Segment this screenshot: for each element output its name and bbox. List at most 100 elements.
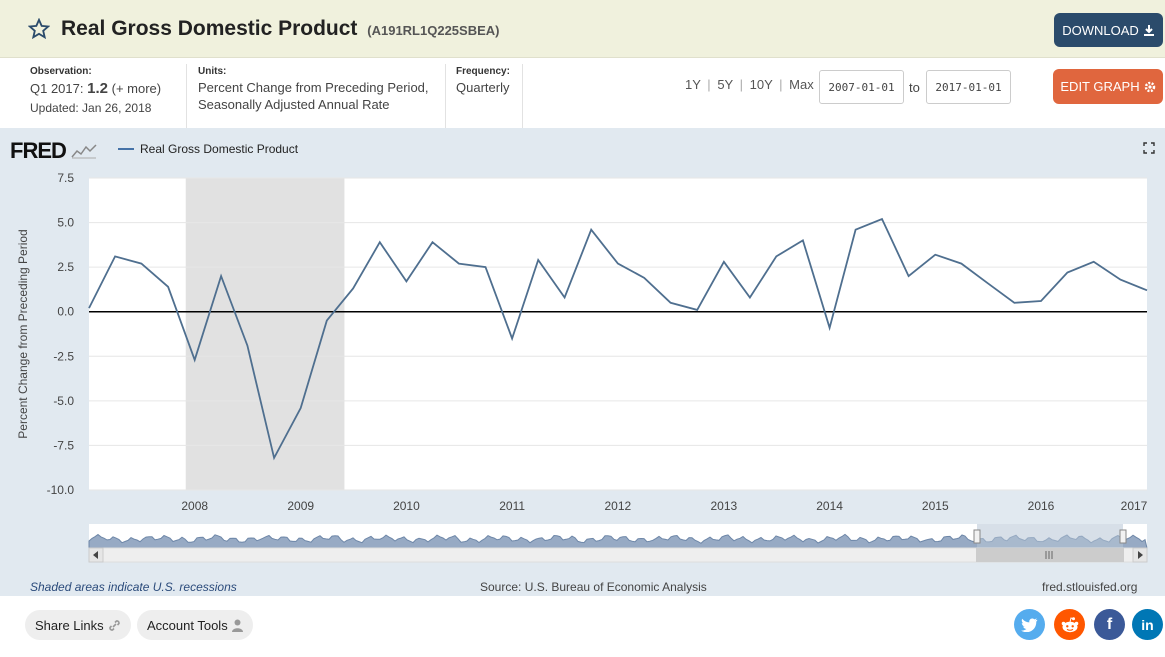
x-tick-label: 2014 [816, 499, 843, 513]
units-line-1: Percent Change from Preceding Period, [198, 80, 429, 95]
data-point [351, 287, 355, 291]
y-tick-label: -2.5 [53, 349, 74, 363]
linkedin-button[interactable]: in [1132, 609, 1163, 640]
end-date-input[interactable]: 2017-01-01 [926, 70, 1011, 104]
data-point [959, 262, 963, 266]
units-label: Units: [198, 66, 227, 77]
recession-shading [185, 178, 345, 490]
start-date-input[interactable]: 2007-01-01 [819, 70, 904, 104]
data-point [589, 228, 593, 232]
site-link[interactable]: fred.stlouisfed.org [1042, 580, 1138, 594]
series-id: (A191RL1Q225SBEA) [367, 23, 500, 38]
y-tick-label: 0.0 [57, 305, 74, 319]
download-icon [1143, 25, 1154, 36]
data-point [563, 295, 567, 299]
x-tick-label: 2008 [181, 499, 208, 513]
to-label: to [909, 80, 920, 95]
units-line-2: Seasonally Adjusted Annual Rate [198, 97, 390, 112]
y-tick-label: 5.0 [57, 216, 74, 230]
x-tick-label: 2013 [711, 499, 738, 513]
data-point [695, 308, 699, 312]
data-point [139, 262, 143, 266]
data-point [1092, 260, 1096, 264]
range-max-button[interactable]: Max [789, 77, 814, 92]
data-point [299, 406, 303, 410]
grid-lines [89, 177, 1147, 491]
reddit-button[interactable] [1054, 609, 1085, 640]
data-point [933, 253, 937, 257]
meta-divider [186, 64, 187, 128]
data-point [457, 262, 461, 266]
fred-logo-text: FRED [10, 138, 67, 163]
download-label: DOWNLOAD [1062, 22, 1139, 38]
legend-label: Real Gross Domestic Product [140, 142, 299, 156]
data-point [828, 326, 832, 330]
observation-more-link[interactable]: (+ more) [111, 81, 162, 96]
bottom-bar: Share Links Account Tools f in [0, 597, 1165, 657]
y-axis-label: Percent Change from Preceding Period [16, 229, 30, 438]
fred-logo-icon [71, 144, 97, 159]
data-point [1145, 288, 1149, 292]
facebook-button[interactable]: f [1094, 609, 1125, 640]
recession-note-link[interactable]: Shaded areas indicate U.S. recessions [30, 580, 237, 594]
data-point [113, 254, 117, 258]
legend-swatch [118, 148, 134, 150]
edit-graph-button[interactable]: EDIT GRAPH [1053, 69, 1163, 104]
fullscreen-icon[interactable] [1143, 142, 1155, 154]
units-block: Units: Percent Change from Preceding Per… [198, 66, 429, 112]
data-point [1039, 299, 1043, 303]
data-point [774, 254, 778, 258]
data-point [748, 295, 752, 299]
share-links-button[interactable]: Share Links [25, 610, 131, 640]
navigator-selection[interactable] [977, 524, 1123, 548]
scroll-left-icon [93, 551, 98, 559]
series-line [88, 217, 1148, 461]
facebook-icon: f [1106, 615, 1113, 633]
reddit-icon [1061, 616, 1078, 632]
title-bar: Real Gross Domestic Product (A191RL1Q225… [0, 0, 1165, 58]
x-tick-label: 2017 [1121, 499, 1148, 513]
data-point [907, 274, 911, 278]
observation-period: Q1 2017: [30, 81, 84, 96]
range-1y-button[interactable]: 1Y [685, 77, 701, 92]
data-point [986, 281, 990, 285]
star-icon[interactable] [28, 18, 50, 40]
user-icon [231, 619, 243, 632]
updated-date: Updated: Jan 26, 2018 [30, 101, 152, 115]
range-separator: | [707, 77, 711, 92]
data-point [854, 228, 858, 232]
y-tick-label: -7.5 [53, 438, 74, 452]
y-tick-label: -5.0 [53, 394, 74, 408]
data-point [378, 240, 382, 244]
frequency-block: Frequency: Quarterly [456, 66, 510, 95]
data-point [87, 306, 91, 310]
account-tools-label: Account Tools [147, 617, 228, 633]
navigator-left-handle[interactable] [973, 529, 981, 544]
range-separator: | [779, 77, 783, 92]
download-button[interactable]: DOWNLOAD [1054, 13, 1163, 47]
y-tick-label: 7.5 [57, 171, 74, 185]
data-point [483, 265, 487, 269]
x-tick-label: 2016 [1028, 499, 1055, 513]
range-10y-button[interactable]: 10Y [749, 77, 773, 92]
account-tools-button[interactable]: Account Tools [137, 610, 253, 640]
gear-icon [1144, 81, 1155, 92]
edit-graph-label: EDIT GRAPH [1060, 79, 1140, 94]
data-point [404, 279, 408, 283]
frequency-value: Quarterly [456, 80, 510, 95]
observation-block: Observation: Q1 2017: 1.2 (+ more) Updat… [30, 66, 161, 115]
y-axis-ticks: 7.5 5.0 2.5 0.0 -2.5 -5.0 -7.5 -10.0 [47, 171, 75, 497]
scrollbar-thumb[interactable] [976, 548, 1124, 562]
range-5y-button[interactable]: 5Y [717, 77, 733, 92]
twitter-button[interactable] [1014, 609, 1045, 640]
observation-value: 1.2 [87, 80, 108, 97]
fred-logo: FRED [10, 138, 97, 164]
navigator-right-handle[interactable] [1119, 529, 1127, 544]
observation-label: Observation: [30, 66, 92, 77]
data-point [801, 238, 805, 242]
data-point [722, 260, 726, 264]
link-icon [108, 619, 120, 631]
range-buttons: 1Y | 5Y | 10Y | Max [685, 77, 814, 92]
data-point [245, 344, 249, 348]
meta-divider [522, 64, 523, 128]
